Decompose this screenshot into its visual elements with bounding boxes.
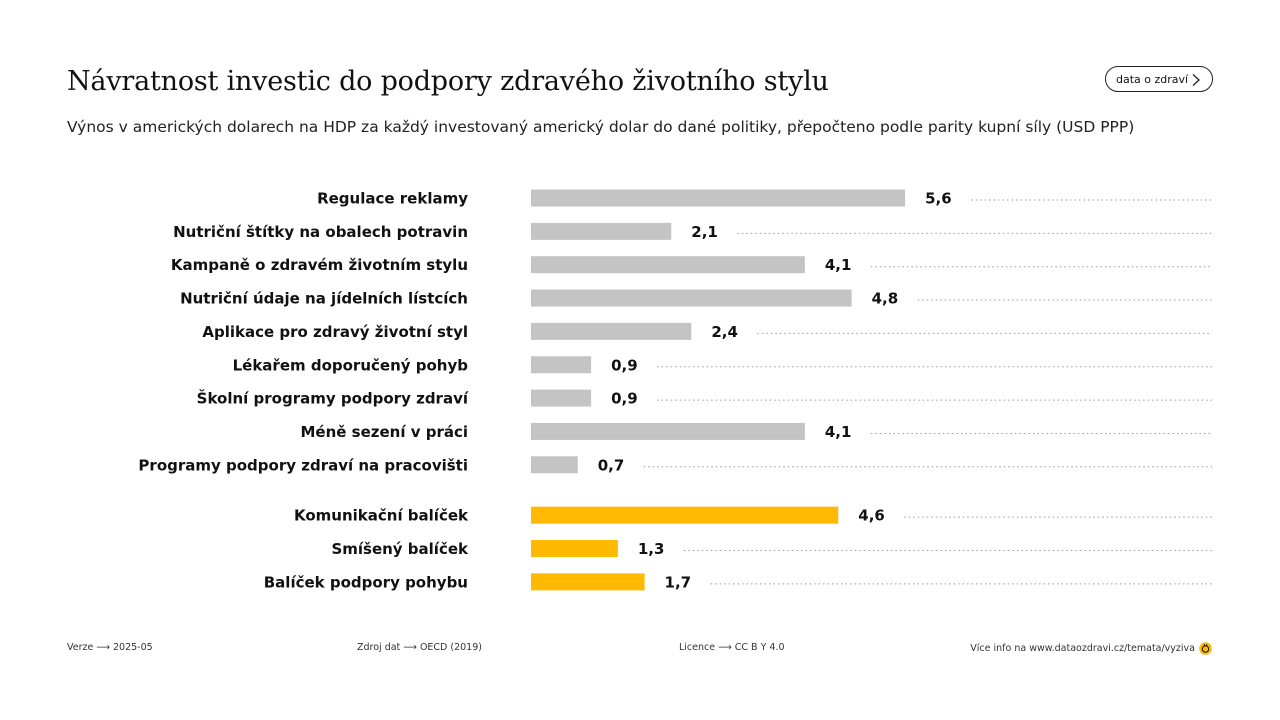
category-label: Aplikace pro zdravý životní styl xyxy=(202,323,468,341)
value-label: 1,3 xyxy=(638,540,665,558)
category-label: Nutriční štítky na obalech potravin xyxy=(173,223,468,241)
bar xyxy=(531,189,906,207)
bar xyxy=(531,256,805,274)
bar xyxy=(531,222,672,240)
data-o-zdravi-label: data o zdraví xyxy=(1116,72,1189,86)
category-label: Školní programy podpory zdraví xyxy=(197,389,469,408)
smiley-logo-icon xyxy=(1199,642,1212,655)
bar xyxy=(531,356,592,374)
footer-source: Zdroj dat ⟶ OECD (2019) xyxy=(357,642,482,653)
category-label: Balíček podpory pohybu xyxy=(264,573,468,591)
value-label: 0,9 xyxy=(611,390,638,408)
category-label: Nutriční údaje na jídelních lístcích xyxy=(180,290,468,308)
category-label: Méně sezení v práci xyxy=(300,423,468,441)
bar xyxy=(531,289,852,307)
bar xyxy=(531,573,645,591)
footer-more-info[interactable]: Více info na www.dataozdravi.cz/temata/v… xyxy=(970,642,1212,655)
footer-more-info-text: Více info na www.dataozdravi.cz/temata/v… xyxy=(970,643,1195,654)
page-title: Návratnost investic do podpory zdravého … xyxy=(67,66,829,97)
category-label: Komunikační balíček xyxy=(294,507,469,525)
bar xyxy=(531,322,692,340)
bar xyxy=(531,422,805,440)
category-label: Kampaně o zdravém životním stylu xyxy=(171,256,468,274)
category-label: Lékařem doporučený pohyb xyxy=(233,356,469,374)
chevron-right-icon xyxy=(1192,74,1200,86)
bar xyxy=(531,506,839,524)
value-label: 0,9 xyxy=(611,356,638,374)
category-label: Regulace reklamy xyxy=(317,190,468,208)
category-label: Smíšený balíček xyxy=(331,540,469,558)
value-label: 2,1 xyxy=(691,223,718,241)
value-label: 4,6 xyxy=(858,507,885,525)
value-label: 4,1 xyxy=(825,256,852,274)
bar xyxy=(531,540,618,557)
value-label: 1,7 xyxy=(665,573,692,591)
bar xyxy=(531,456,578,474)
footer-version: Verze ⟶ 2025-05 xyxy=(67,642,153,653)
bar xyxy=(531,389,592,407)
value-label: 0,7 xyxy=(598,456,625,474)
value-label: 5,6 xyxy=(925,190,952,208)
value-label: 4,1 xyxy=(825,423,852,441)
page-subtitle: Výnos v amerických dolarech na HDP za ka… xyxy=(67,118,1135,136)
value-label: 2,4 xyxy=(711,323,738,341)
value-label: 4,8 xyxy=(872,290,899,308)
category-label: Programy podpory zdraví na pracovišti xyxy=(138,456,468,474)
footer-license: Licence ⟶ CC B Y 4.0 xyxy=(679,642,785,653)
data-o-zdravi-button[interactable]: data o zdraví xyxy=(1105,66,1213,92)
